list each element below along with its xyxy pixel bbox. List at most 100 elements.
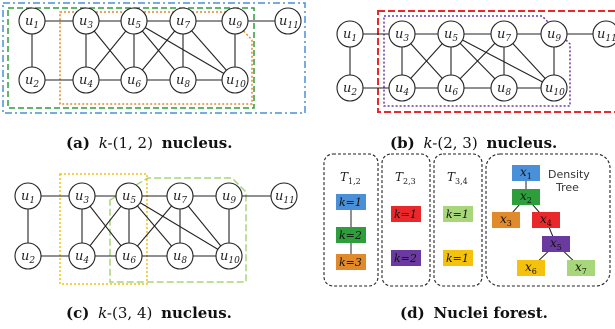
node-circle bbox=[18, 7, 46, 35]
k-box bbox=[443, 250, 473, 266]
density-node bbox=[517, 260, 545, 276]
graph-node-u5: u5 bbox=[115, 182, 143, 210]
graph-node-u4: u4 bbox=[388, 74, 416, 102]
k-box bbox=[336, 227, 366, 243]
k-box-label: k=1 bbox=[446, 208, 469, 221]
graph-node-u11: u11 bbox=[592, 20, 615, 48]
node-circle bbox=[270, 182, 298, 210]
graph-node-u7: u7 bbox=[490, 20, 518, 48]
node-circle bbox=[72, 7, 100, 35]
node-label: u1 bbox=[343, 27, 357, 44]
graph-nodes-c: u1 u2 u3 u4 u5 u6 u7 u8 u9 u10 u11 bbox=[14, 182, 298, 270]
panel-d-forest: T1,2 k=1 k=2 k=3 T2,3 k=1 k=2 T3,4 k=1 k=1 Densit… bbox=[323, 153, 611, 287]
node-circle bbox=[120, 66, 148, 94]
density-node-label: x1 bbox=[520, 165, 532, 181]
graph-node-u2: u2 bbox=[14, 242, 42, 270]
node-circle bbox=[437, 20, 465, 48]
node-label: u11 bbox=[275, 189, 295, 206]
density-node bbox=[567, 260, 595, 276]
graph-edge bbox=[450, 33, 555, 89]
node-label: u6 bbox=[122, 249, 136, 266]
node-label: u10 bbox=[545, 81, 565, 98]
k-box-label: k=2 bbox=[339, 229, 362, 242]
caption-c: (c) k-(3, 4) nucleus. bbox=[66, 304, 232, 322]
graph-node-u1: u1 bbox=[18, 7, 46, 35]
graph-node-u8: u8 bbox=[490, 74, 518, 102]
node-circle bbox=[490, 74, 518, 102]
node-label: u2 bbox=[343, 81, 357, 98]
k-box bbox=[443, 206, 473, 222]
node-circle bbox=[388, 20, 416, 48]
k-box bbox=[336, 194, 366, 210]
k12-region-blue bbox=[2, 2, 306, 114]
graph-node-u4: u4 bbox=[68, 242, 96, 270]
node-circle bbox=[274, 7, 302, 35]
tree-title-2: T3,4 bbox=[447, 170, 468, 186]
graph-node-u6: u6 bbox=[120, 66, 148, 94]
k34-region-yellow bbox=[59, 173, 148, 285]
node-circle bbox=[18, 66, 46, 94]
density-node bbox=[492, 212, 520, 228]
density-node bbox=[532, 212, 560, 228]
panel-a-graph: u1 u2 u3 u4 u5 u6 u7 u8 u9 u10 u11 bbox=[2, 2, 306, 114]
graph-nodes-a: u1 u2 u3 u4 u5 u6 u7 u8 u9 u10 u11 bbox=[18, 7, 302, 94]
tree-title-1: T2,3 bbox=[395, 170, 416, 186]
node-circle bbox=[540, 20, 568, 48]
node-circle bbox=[221, 7, 249, 35]
node-label: u3 bbox=[75, 189, 89, 206]
tree-t34-frame bbox=[433, 153, 483, 287]
graph-node-u7: u7 bbox=[166, 182, 194, 210]
node-label: u7 bbox=[173, 189, 187, 206]
node-label: u1 bbox=[21, 189, 35, 206]
node-circle bbox=[14, 182, 42, 210]
node-circle bbox=[68, 182, 96, 210]
node-label: u3 bbox=[395, 27, 409, 44]
k-box-label: k=1 bbox=[339, 196, 362, 209]
k-box-label: k=1 bbox=[446, 252, 469, 265]
graph-node-u9: u9 bbox=[540, 20, 568, 48]
node-label: u4 bbox=[79, 73, 93, 90]
node-label: u10 bbox=[220, 249, 240, 266]
density-tree: Density Tree x1 x2 x3 x4 x5 x6 x7 bbox=[492, 165, 595, 276]
k23-region-purple bbox=[383, 15, 571, 107]
density-node bbox=[512, 189, 540, 205]
graph-node-u7: u7 bbox=[169, 7, 197, 35]
graph-node-u3: u3 bbox=[72, 7, 100, 35]
k-box-label: k=2 bbox=[394, 252, 417, 265]
node-label: u2 bbox=[21, 249, 35, 266]
tree-t23-frame bbox=[381, 153, 431, 287]
caption-b: (b) k-(2, 3) nucleus. bbox=[390, 134, 557, 152]
graph-node-u10: u10 bbox=[215, 242, 243, 270]
graph-node-u3: u3 bbox=[68, 182, 96, 210]
tree-title-0: T1,2 bbox=[340, 170, 361, 186]
graph-node-u2: u2 bbox=[18, 66, 46, 94]
graph-node-u4: u4 bbox=[72, 66, 100, 94]
density-node-label: x5 bbox=[550, 236, 562, 252]
node-label: u7 bbox=[497, 27, 511, 44]
node-circle bbox=[115, 182, 143, 210]
k-box-label: k=1 bbox=[394, 208, 417, 221]
graph-node-u6: u6 bbox=[115, 242, 143, 270]
node-label: u6 bbox=[127, 73, 141, 90]
density-node-label: x3 bbox=[500, 212, 512, 228]
node-circle bbox=[336, 74, 364, 102]
density-node-label: x7 bbox=[575, 260, 587, 276]
node-circle bbox=[166, 242, 194, 270]
graph-node-u10: u10 bbox=[221, 66, 249, 94]
k34-region-lightgreen bbox=[109, 177, 247, 283]
node-circle bbox=[115, 242, 143, 270]
k-box-label: k=3 bbox=[339, 256, 362, 269]
node-circle bbox=[336, 20, 364, 48]
node-circle bbox=[540, 74, 568, 102]
graph-edge bbox=[128, 195, 230, 257]
k-box bbox=[391, 250, 421, 266]
node-circle bbox=[215, 182, 243, 210]
node-label: u10 bbox=[226, 73, 246, 90]
node-label: u5 bbox=[122, 189, 136, 206]
node-label: u9 bbox=[547, 27, 561, 44]
node-label: u6 bbox=[444, 81, 458, 98]
node-label: u8 bbox=[176, 73, 190, 90]
k-box bbox=[391, 206, 421, 222]
graph-edges-a bbox=[31, 20, 288, 81]
